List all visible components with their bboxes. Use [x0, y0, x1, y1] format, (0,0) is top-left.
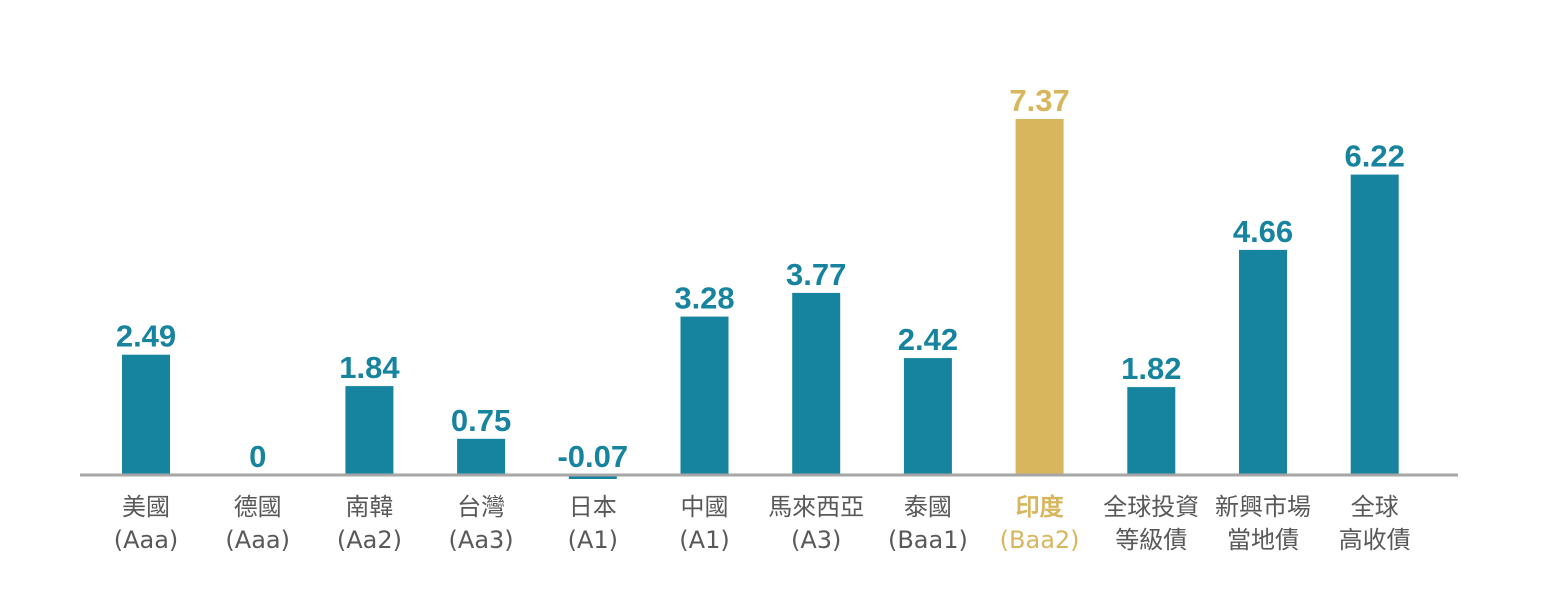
category-label: 台灣 (Aa3)	[449, 493, 514, 554]
category-label: 中國 (A1)	[679, 493, 729, 554]
category-label: 美國 (Aaa)	[114, 493, 179, 554]
tick-label: 泰國	[904, 493, 952, 521]
data-label: 0.75	[451, 403, 511, 438]
tick-label: 台灣	[457, 493, 505, 521]
tick-label: 日本	[569, 493, 617, 521]
tick-label: (Aaa)	[225, 526, 290, 554]
bar	[568, 475, 617, 479]
category-label: 馬來西亞 (A3)	[768, 493, 864, 554]
tick-label: (Baa1)	[888, 526, 968, 554]
data-label: 1.84	[339, 350, 400, 385]
bars-layer	[122, 119, 1399, 479]
tick-label: 等級債	[1115, 526, 1187, 554]
data-label: 6.22	[1345, 139, 1405, 174]
data-label: 2.42	[898, 322, 958, 357]
bar	[1239, 249, 1287, 475]
tick-label: 印度	[1016, 493, 1065, 521]
category-label: 日本 (A1)	[568, 493, 618, 554]
bar	[903, 358, 952, 475]
bar	[457, 438, 506, 475]
category-labels-layer: 美國 (Aaa) 德國 (Aaa) 南韓 (Aa2) 台灣 (Aa3) 日本 (A1) 中國 (A1)…	[114, 493, 1411, 554]
bar	[792, 292, 841, 475]
tick-label: (Baa2)	[1000, 526, 1080, 554]
value-labels-layer: 2.49 0 1.84 0.75 -0.07 3.28 3.77 2.42 7.37 1.82 4.…	[116, 83, 1405, 474]
tick-label: 中國	[681, 493, 729, 521]
data-label: 7.37	[1009, 83, 1069, 118]
tick-label: (Aa2)	[337, 526, 402, 554]
category-label: 南韓 (Aa2)	[337, 493, 402, 554]
category-label: 德國 (Aaa)	[225, 493, 290, 554]
data-label: -0.07	[557, 439, 628, 474]
tick-label: 美國	[122, 493, 170, 521]
bar	[680, 316, 729, 475]
tick-label: 新興市場	[1215, 493, 1311, 521]
tick-label: 德國	[234, 493, 282, 521]
tick-label: 當地債	[1227, 526, 1299, 554]
bar	[1015, 119, 1064, 475]
bar	[1127, 387, 1176, 475]
data-label: 0	[249, 439, 266, 474]
data-label: 2.49	[116, 319, 176, 354]
tick-label: (A3)	[791, 526, 841, 554]
data-label: 3.28	[674, 281, 734, 316]
tick-label: 南韓	[345, 493, 393, 521]
tick-label: 馬來西亞	[768, 493, 864, 521]
tick-label: 全球	[1351, 493, 1399, 521]
tick-label: (A1)	[679, 526, 729, 554]
data-label: 3.77	[786, 257, 846, 292]
tick-label: (Aa3)	[449, 526, 514, 554]
data-label: 4.66	[1233, 214, 1293, 249]
tick-label: (A1)	[568, 526, 618, 554]
data-label: 1.82	[1121, 351, 1181, 386]
bar	[122, 354, 170, 475]
bar	[1350, 174, 1399, 475]
category-label: 印度 (Baa2)	[1000, 493, 1080, 554]
bar	[345, 386, 394, 475]
tick-label: (Aaa)	[114, 526, 179, 554]
tick-label: 全球投資	[1103, 493, 1199, 521]
tick-label: 高收債	[1339, 526, 1411, 554]
category-label: 泰國 (Baa1)	[888, 493, 968, 554]
